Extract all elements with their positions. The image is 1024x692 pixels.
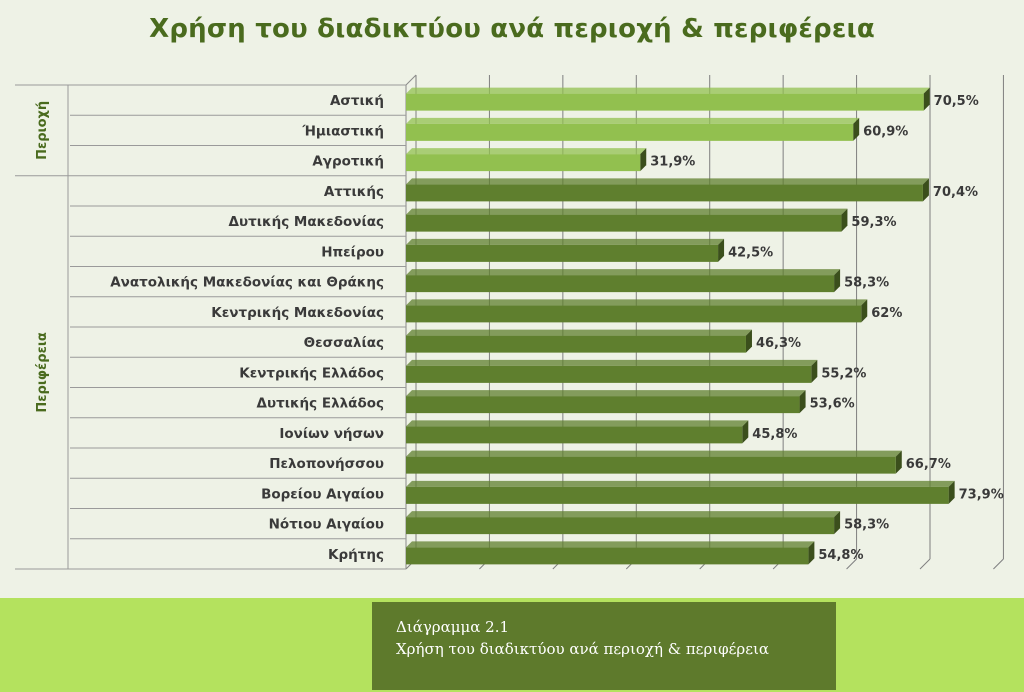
axis-edge <box>405 74 417 86</box>
bar-side <box>841 208 848 232</box>
bar-top <box>406 208 848 215</box>
data-label: 55,2% <box>821 366 866 381</box>
bar-top <box>406 117 860 124</box>
bar-top <box>406 238 725 245</box>
data-label: 59,3% <box>851 215 896 230</box>
bar-top <box>406 511 841 518</box>
bar-side <box>808 541 815 565</box>
bar <box>406 275 835 293</box>
bar <box>406 244 719 262</box>
data-label: 46,3% <box>756 336 801 351</box>
data-label: 60,9% <box>863 124 908 139</box>
bar-top <box>406 359 818 366</box>
category-label: Κρήτης <box>328 547 384 563</box>
category-label: Πελοπονήσσου <box>269 456 384 472</box>
bar <box>406 93 924 111</box>
bar <box>406 547 809 565</box>
bar <box>406 456 896 474</box>
bar <box>406 184 923 202</box>
bar-side <box>923 87 930 111</box>
bar-side <box>834 511 841 535</box>
caption-box: Διάγραμμα 2.1 Χρήση του διαδικτύου ανά π… <box>372 602 836 690</box>
chart-title: Χρήση του διαδικτύου ανά περιοχή & περιφ… <box>149 14 875 44</box>
bar-top <box>406 480 955 487</box>
bar-side <box>742 420 749 444</box>
bar <box>406 517 835 535</box>
gridline-floor <box>993 558 1004 570</box>
bar-top <box>406 148 647 155</box>
bar <box>406 335 746 353</box>
bar-top <box>406 420 749 427</box>
category-label: Αγροτική <box>312 154 384 170</box>
category-label: Ηπείρου <box>321 244 384 260</box>
category-label: Δυτικής Μακεδονίας <box>229 214 384 230</box>
bar-side <box>922 178 929 202</box>
category-label: Αστική <box>330 93 384 109</box>
bar <box>406 396 800 414</box>
data-label: 58,3% <box>844 276 889 291</box>
data-label: 53,6% <box>810 397 855 412</box>
chart-panel: Χρήση του διαδικτύου ανά περιοχή & περιφ… <box>0 0 1024 599</box>
bar-side <box>834 269 841 293</box>
data-label: 70,5% <box>934 94 979 109</box>
category-label: Κεντρικής Ελλάδος <box>239 365 384 381</box>
bar-top <box>406 299 868 306</box>
bar <box>406 214 842 232</box>
category-label: Νότιου Αιγαίου <box>269 517 384 533</box>
bar-side <box>718 238 725 262</box>
bar-side <box>895 450 902 474</box>
bar-top <box>406 269 841 276</box>
bar <box>406 486 949 504</box>
bar-top <box>406 390 806 397</box>
gridline-floor <box>919 558 931 570</box>
caption-number: Διάγραμμα 2.1 <box>396 618 510 636</box>
bar-top <box>406 541 815 548</box>
bar <box>406 123 854 141</box>
data-label: 31,9% <box>650 155 695 170</box>
data-label: 66,7% <box>906 457 951 472</box>
bar-side <box>745 329 752 353</box>
data-label: 42,5% <box>728 245 773 260</box>
bar-top <box>406 450 902 457</box>
data-label: 70,4% <box>933 185 978 200</box>
caption-text: Χρήση του διαδικτύου ανά περιοχή & περιφ… <box>396 640 770 658</box>
category-label: Κεντρικής Μακεδονίας <box>211 305 384 321</box>
group-label: Περιοχή <box>35 101 50 160</box>
gridline-floor <box>846 558 857 570</box>
data-label: 45,8% <box>752 427 797 442</box>
category-label: Θεσσαλίας <box>304 335 384 351</box>
category-label: Ανατολικής Μακεδονίας και Θράκης <box>110 275 384 291</box>
category-label: Ιονίων νήσων <box>279 426 384 442</box>
bar-chart: Περιοχή Περιφέρεια 70,5% Αστική 60,9% Ήμιαστι… <box>15 74 1004 570</box>
bar-top <box>406 87 930 94</box>
data-label: 62% <box>871 306 902 321</box>
bar-top <box>406 178 929 185</box>
category-label: Βορείου Αιγαίου <box>261 486 384 502</box>
category-label: Ήμιαστική <box>301 123 384 139</box>
bar-top <box>406 329 752 336</box>
bar-side <box>640 148 647 172</box>
category-label: Δυτικής Ελλάδος <box>257 396 384 412</box>
bar <box>406 365 812 383</box>
data-label: 58,3% <box>844 518 889 533</box>
data-label: 54,8% <box>818 548 863 563</box>
bar-side <box>948 480 955 504</box>
bar-side <box>853 117 860 141</box>
bar <box>406 305 862 323</box>
category-label: Αττικής <box>324 184 384 200</box>
bar-side <box>799 390 806 414</box>
group-label: Περιφέρεια <box>35 332 50 413</box>
bar <box>406 154 641 172</box>
data-label: 73,9% <box>959 487 1004 502</box>
bar <box>406 426 743 444</box>
bar-side <box>811 359 818 383</box>
bar-side <box>861 299 868 323</box>
